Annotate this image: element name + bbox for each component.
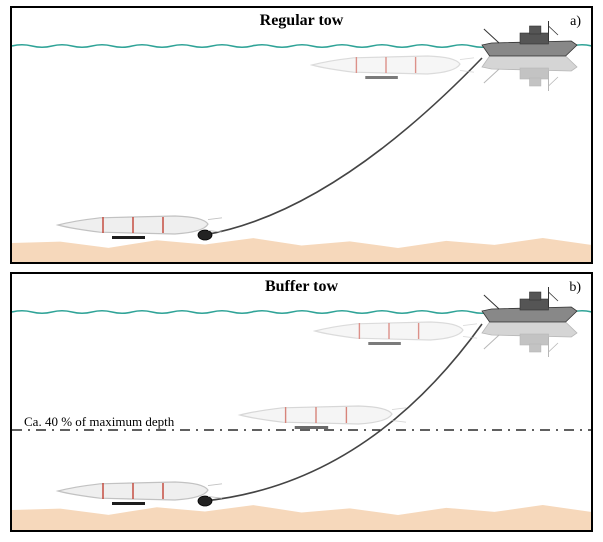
panel-buffer-tow: Buffer tow b) Ca. 40 % of maximum depth [10,272,593,532]
panel-canvas [12,274,591,530]
panel-regular-tow: Regular tow a) [10,6,593,264]
panel-canvas [12,8,591,262]
